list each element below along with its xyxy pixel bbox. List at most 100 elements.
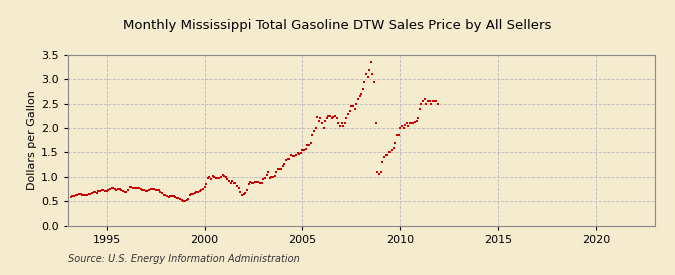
Point [160,193,171,197]
Point [292,151,303,156]
Point [379,155,389,160]
Point [317,121,327,125]
Point [132,186,143,190]
Point [74,192,84,196]
Point [121,190,132,194]
Point [336,121,347,125]
Point [191,190,202,195]
Point [419,97,430,101]
Point [416,101,427,106]
Point [225,181,236,185]
Point [100,189,111,194]
Point [321,116,332,120]
Point [269,174,280,178]
Point [302,143,313,147]
Point [235,190,246,195]
Point [287,154,298,158]
Point [344,109,355,113]
Point [320,119,331,123]
Point [85,192,96,196]
Point [200,182,211,186]
Point [199,184,210,189]
Point [333,121,344,125]
Point [72,192,82,197]
Point [152,188,163,192]
Point [230,181,241,185]
Point [139,188,150,192]
Point [377,160,387,164]
Point [237,193,248,197]
Point [385,150,396,155]
Point [414,106,425,111]
Point [78,193,89,197]
Point [395,126,406,130]
Point [359,79,370,84]
Point [263,170,273,174]
Point [276,166,287,171]
Point [113,187,124,192]
Point [136,187,146,192]
Point [253,180,264,184]
Point [98,188,109,192]
Point [413,116,424,120]
Point [388,145,399,150]
Point [346,104,356,108]
Point [266,175,277,179]
Point [246,180,257,185]
Point [410,120,421,124]
Point [211,176,221,180]
Point [426,101,437,106]
Point [145,187,156,191]
Point [142,189,153,193]
Point [175,197,186,201]
Point [297,148,308,152]
Point [267,175,278,179]
Point [148,187,159,192]
Point [308,128,319,133]
Point [140,189,151,193]
Point [105,187,115,192]
Point [77,192,88,197]
Y-axis label: Dollars per Gallon: Dollars per Gallon [26,90,36,190]
Point [240,191,250,195]
Point [424,99,435,103]
Point [219,174,230,178]
Point [202,176,213,180]
Point [117,189,128,194]
Point [184,193,195,197]
Point [349,106,360,111]
Point [310,126,321,130]
Point [282,156,293,161]
Point [248,181,259,185]
Point [161,194,172,199]
Point [294,152,304,156]
Point [189,191,200,195]
Point [245,180,256,184]
Point [331,116,342,120]
Point [242,188,252,192]
Point [214,176,225,180]
Point [116,188,127,192]
Point [279,161,290,166]
Point [374,172,385,177]
Point [338,123,348,128]
Point [159,192,169,197]
Point [232,183,242,188]
Point [173,196,184,200]
Point [341,116,352,120]
Point [234,186,244,191]
Point [305,141,316,145]
Point [313,119,324,123]
Point [318,126,329,130]
Point [163,194,174,199]
Point [392,133,402,138]
Point [206,177,217,181]
Point [69,194,80,199]
Point [167,194,178,199]
Point [365,60,376,65]
Point [144,188,155,192]
Point [109,187,120,191]
Point [289,154,300,158]
Point [67,194,78,199]
Point [212,175,223,180]
